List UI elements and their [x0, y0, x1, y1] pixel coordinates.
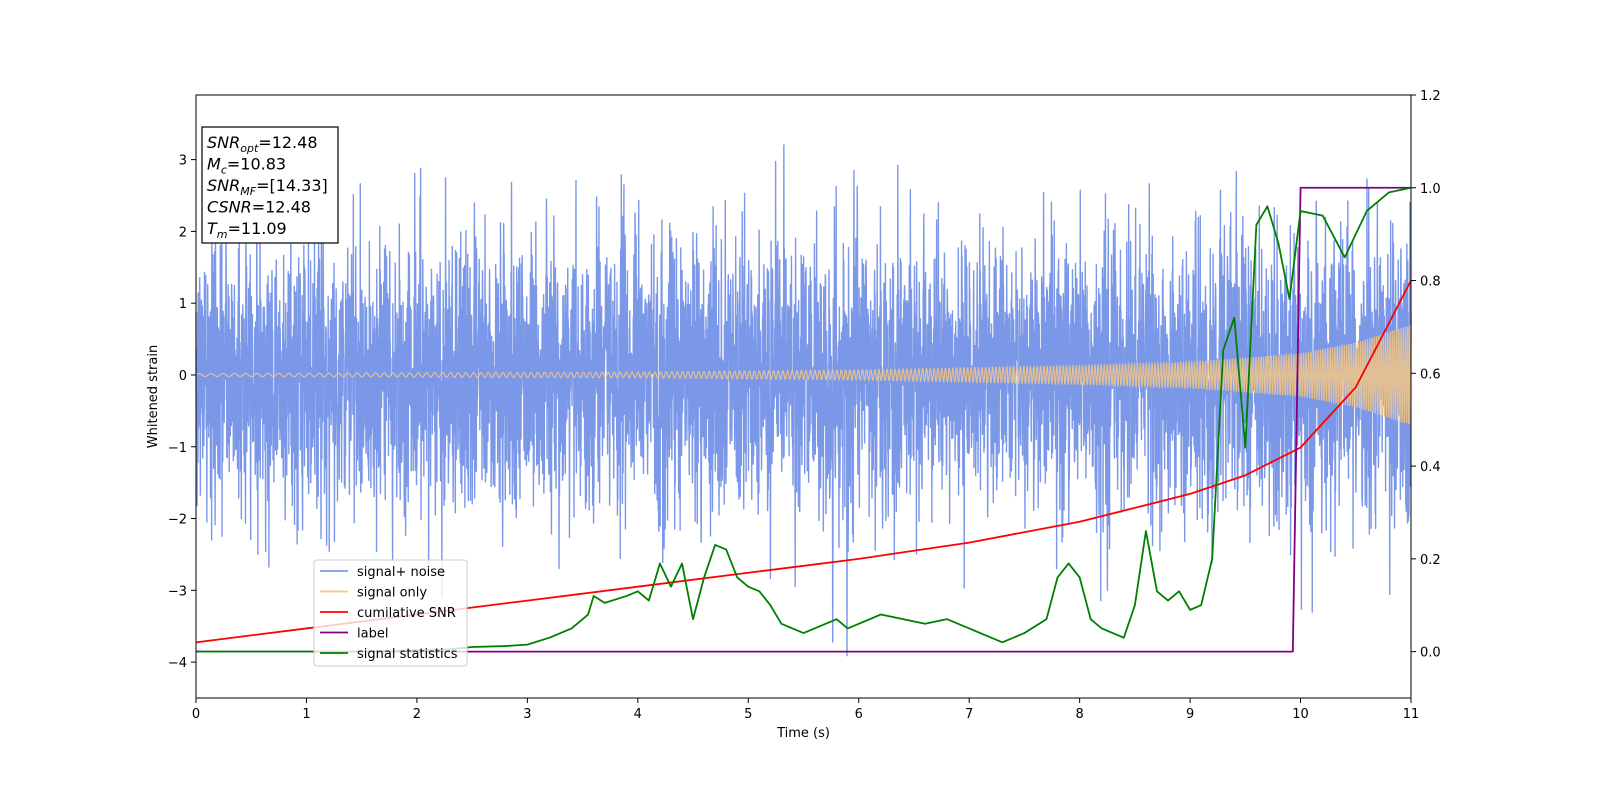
- stats-annotation-box: SNRopt=12.48Mc=10.83SNRMF=[14.33]CSNR=12…: [201, 126, 339, 244]
- axis-ticks: 0 1 2 3 4 5 6 7 8 9 10 11 −4 −3 −2 −1 0 1 2 3 0.0 0.2 0.4 0.6 0.…: [168, 89, 1441, 722]
- x-tick-label: 7: [965, 707, 973, 722]
- legend-signal-only-label: signal only: [357, 586, 427, 601]
- annotation-line: Mc=10.83: [207, 155, 286, 177]
- y-right-tick-label: 0.4: [1420, 460, 1441, 475]
- y-left-tick-label: 1: [179, 297, 187, 312]
- x-tick-label: 9: [1186, 707, 1194, 722]
- signal-only-line: [195, 325, 1412, 426]
- annotation-line: SNRopt=12.48: [207, 133, 318, 155]
- signal-plus-noise-line: [195, 144, 1412, 657]
- y-right-tick-label: 0.0: [1420, 646, 1441, 661]
- legend-signal-statistics-label: signal statistics: [357, 647, 458, 662]
- x-tick-label: 11: [1403, 707, 1420, 722]
- signal-statistics-line: [196, 186, 1412, 653]
- y-left-tick-label: −3: [168, 584, 187, 599]
- x-tick-label: 2: [413, 707, 421, 722]
- x-tick-label: 0: [192, 707, 200, 722]
- annotation-line: CSNR=12.48: [207, 198, 311, 217]
- signal-plus-noise-series: [195, 144, 1412, 657]
- x-tick-label: 1: [302, 707, 310, 722]
- y-left-tick-label: −1: [168, 441, 187, 456]
- x-tick-label: 8: [1075, 707, 1083, 722]
- y-left-tick-label: −2: [168, 513, 187, 528]
- legend-frame: [313, 559, 468, 667]
- legend-signal-plus-noise-label: signal+ noise: [357, 565, 445, 580]
- annotation-frame: [201, 126, 339, 244]
- y-left-tick-label: −4: [168, 656, 187, 671]
- x-tick-label: 10: [1292, 707, 1309, 722]
- x-tick-label: 4: [634, 707, 642, 722]
- signal-only-series: [195, 325, 1412, 426]
- y-left-tick-label: 3: [179, 154, 187, 169]
- legend: signal+ noise signal only cumilative SNR la…: [313, 559, 468, 667]
- label-line: [196, 186, 1411, 653]
- annotation-line: SNRMF=[14.33]: [207, 176, 328, 198]
- y-right-tick-label: 0.2: [1420, 553, 1441, 568]
- y-right-tick-label: 1.2: [1420, 89, 1441, 104]
- plot-frame: [195, 94, 1412, 699]
- y-right-tick-label: 0.6: [1420, 367, 1441, 382]
- y-axis-label: Whitened strain: [146, 345, 161, 448]
- x-tick-label: 5: [744, 707, 752, 722]
- y-left-tick-label: 2: [179, 225, 187, 240]
- x-tick-label: 6: [855, 707, 863, 722]
- annotation-line: Tm=11.09: [207, 219, 287, 241]
- x-tick-label: 3: [523, 707, 531, 722]
- y-right-tick-label: 1.0: [1420, 182, 1441, 197]
- legend-cumulative-snr-label: cumilative SNR: [357, 606, 456, 621]
- y-left-tick-label: 0: [179, 369, 187, 384]
- y-right-tick-label: 0.8: [1420, 275, 1441, 290]
- legend-label-label: label: [357, 627, 388, 642]
- x-axis-label: Time (s): [776, 726, 830, 741]
